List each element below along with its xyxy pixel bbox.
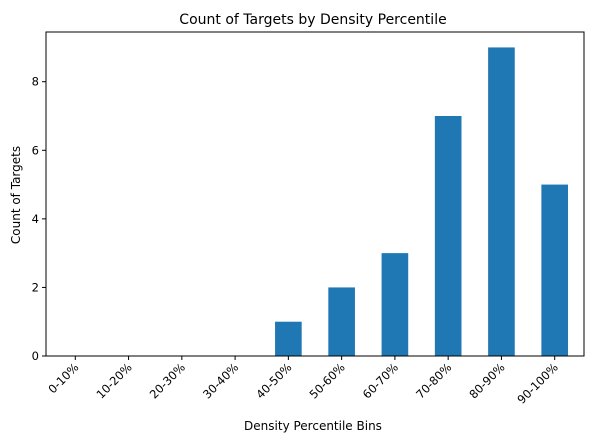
bar-90-100%	[541, 184, 569, 356]
x-tick-label: 80-90%	[466, 360, 507, 401]
y-axis-label: Count of Targets	[9, 146, 23, 244]
y-tick-label: 2	[32, 280, 39, 294]
bars-group	[275, 47, 569, 357]
x-tick-label: 50-60%	[306, 360, 347, 401]
y-axis-ticks: 0 2 4 6 8	[32, 75, 46, 363]
x-tick-label: 40-50%	[253, 360, 294, 401]
x-tick-label: 70-80%	[413, 360, 454, 401]
y-tick-label: 8	[32, 75, 39, 89]
x-axis-label: Density Percentile Bins	[244, 419, 382, 433]
y-tick-label: 4	[32, 212, 39, 226]
bar-60-70%	[381, 253, 409, 356]
y-tick-label: 6	[32, 143, 39, 157]
plot-frame	[45, 31, 585, 357]
y-tick-label: 0	[32, 349, 39, 363]
x-axis-ticks: 0-10% 10-20% 20-30% 30-40% 40-50% 50-60% 60-70…	[45, 356, 561, 407]
chart-title: Count of Targets by Density Percentile	[179, 12, 446, 28]
x-tick-label: 60-70%	[360, 360, 401, 401]
bar-50-60%	[328, 287, 355, 356]
bar-40-50%	[275, 321, 302, 356]
x-tick-label: 0-10%	[45, 360, 81, 396]
x-tick-label: 20-30%	[147, 360, 188, 401]
bar-80-90%	[488, 47, 515, 357]
x-tick-label: 10-20%	[93, 360, 134, 401]
x-tick-label: 90-100%	[514, 360, 560, 406]
x-tick-label: 30-40%	[200, 360, 241, 401]
bar-70-80%	[434, 116, 462, 356]
